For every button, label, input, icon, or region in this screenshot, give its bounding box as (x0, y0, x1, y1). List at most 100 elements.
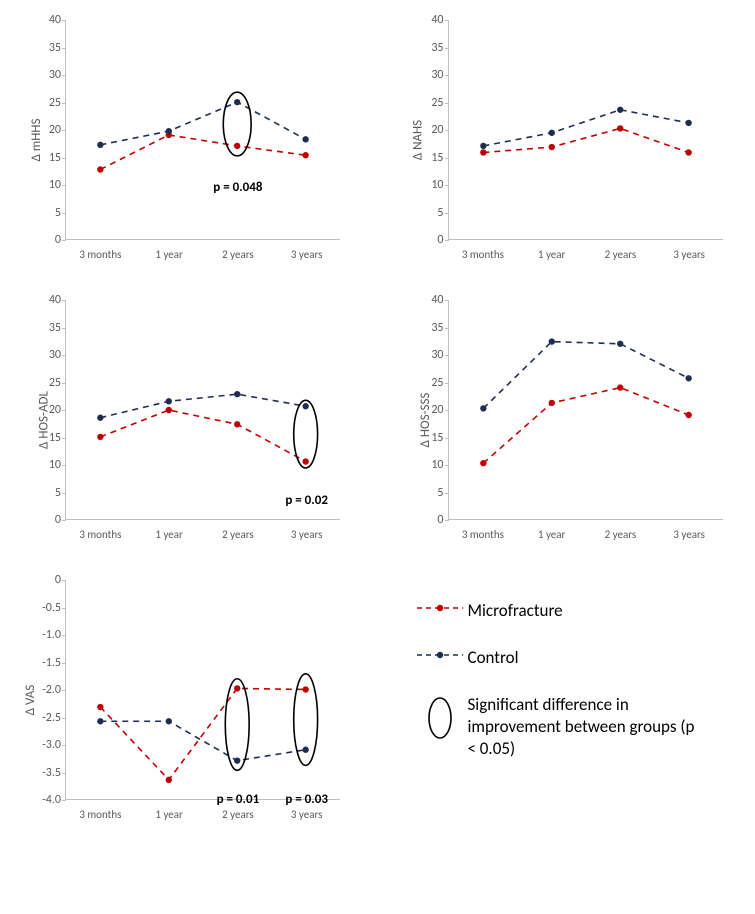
series-marker-control (234, 391, 240, 397)
x-tick-label: 3 years (673, 528, 705, 541)
y-tick-label: 40 (31, 13, 61, 27)
x-tick-label: 2 years (222, 808, 254, 821)
chart-nahs: 05101520253035403 months1 year2 years3 y… (393, 10, 746, 270)
x-tick-label: 1 year (155, 248, 182, 261)
y-tick-label: 30 (31, 68, 61, 82)
y-tick-label: 35 (414, 321, 444, 335)
y-tick-label: -0.5 (31, 601, 61, 615)
y-tick-label: 30 (414, 68, 444, 82)
x-tick-label: 3 months (79, 248, 121, 261)
series-marker-microfracture (234, 143, 240, 149)
y-tick-label: 5 (31, 486, 61, 500)
y-tick-label: 10 (414, 178, 444, 192)
y-tick-label: 40 (414, 293, 444, 307)
series-marker-control (302, 403, 308, 409)
legend-label-microfracture: Microfracture (468, 600, 563, 622)
series-marker-microfracture (548, 400, 554, 406)
y-tick-label: 5 (31, 206, 61, 220)
y-tick-label: -3.0 (31, 738, 61, 752)
series-marker-microfracture (302, 152, 308, 158)
y-tick-label: 40 (414, 13, 444, 27)
series-line-microfracture (483, 388, 688, 464)
series-marker-microfracture (685, 149, 691, 155)
y-axis-label: Δ mHHS (29, 119, 44, 162)
legend-label-control: Control (468, 647, 519, 669)
y-tick-label: -3.5 (31, 766, 61, 780)
series-marker-microfracture (97, 704, 103, 710)
y-tick-label: -4.0 (31, 793, 61, 807)
series-marker-microfracture (548, 144, 554, 150)
x-tick-label: 2 years (605, 528, 637, 541)
series-marker-microfracture (97, 434, 103, 440)
y-tick-label: 35 (414, 41, 444, 55)
series-line-control (100, 102, 305, 145)
x-tick-label: 2 years (222, 528, 254, 541)
series-marker-microfracture (166, 407, 172, 413)
p-value-annotation: p = 0.02 (285, 493, 328, 508)
series-marker-microfracture (302, 686, 308, 692)
y-tick-label: 25 (31, 376, 61, 390)
series-marker-microfracture (234, 685, 240, 691)
series-marker-control (97, 718, 103, 724)
series-marker-microfracture (480, 149, 486, 155)
series-marker-control (480, 143, 486, 149)
significance-ellipse-icon (294, 400, 318, 468)
series-marker-control (302, 136, 308, 142)
y-tick-label: 25 (414, 376, 444, 390)
y-tick-label: 35 (31, 321, 61, 335)
y-tick-label: 10 (414, 458, 444, 472)
p-value-annotation: p = 0.048 (213, 180, 262, 195)
chart-mhhs: 05101520253035403 months1 year2 years3 y… (10, 10, 363, 270)
legend: Microfracture Control Significant differ… (393, 570, 746, 830)
x-tick-label: 3 months (79, 808, 121, 821)
y-tick-label: 30 (414, 348, 444, 362)
y-tick-label: 0 (414, 233, 444, 247)
x-tick-label: 3 months (79, 528, 121, 541)
legend-control: Control (413, 647, 746, 669)
series-marker-microfracture (480, 460, 486, 466)
series-marker-microfracture (617, 125, 623, 131)
legend-swatch-control (413, 647, 468, 661)
series-line-control (483, 110, 688, 146)
p-value-annotation: p = 0.03 (285, 792, 328, 807)
chart-vas: -4.0-3.5-3.0-2.5-2.0-1.5-1.0-0.503 month… (10, 570, 363, 830)
series-marker-control (548, 338, 554, 344)
x-tick-label: 3 years (291, 528, 323, 541)
series-line-control (483, 342, 688, 409)
series-marker-control (685, 375, 691, 381)
series-line-control (100, 394, 305, 418)
y-tick-label: -1.0 (31, 628, 61, 642)
y-tick-label: 0 (31, 513, 61, 527)
chart-grid: 05101520253035403 months1 year2 years3 y… (10, 10, 745, 830)
series-marker-microfracture (97, 166, 103, 172)
x-tick-label: 3 months (462, 528, 504, 541)
y-tick-label: 5 (414, 486, 444, 500)
series-marker-control (617, 107, 623, 113)
y-tick-label: 25 (31, 96, 61, 110)
series-marker-control (166, 718, 172, 724)
legend-swatch-ellipse-icon (413, 694, 468, 740)
y-tick-label: -1.5 (31, 656, 61, 670)
series-line-microfracture (100, 135, 305, 169)
y-tick-label: 0 (31, 573, 61, 587)
y-tick-label: 35 (31, 41, 61, 55)
x-tick-label: 2 years (605, 248, 637, 261)
series-marker-control (685, 120, 691, 126)
series-marker-microfracture (234, 421, 240, 427)
y-tick-label: 10 (31, 458, 61, 472)
series-line-control (100, 721, 305, 760)
y-tick-label: 5 (414, 206, 444, 220)
y-tick-label: 0 (31, 233, 61, 247)
series-marker-control (97, 415, 103, 421)
chart-hosadl: 05101520253035403 months1 year2 years3 y… (10, 290, 363, 550)
series-marker-microfracture (685, 412, 691, 418)
series-line-microfracture (100, 688, 305, 779)
series-marker-control (480, 405, 486, 411)
y-tick-label: 0 (414, 513, 444, 527)
legend-significance: Significant difference in improvement be… (413, 694, 746, 760)
y-axis-label: Δ HOS-SSS (417, 393, 432, 448)
y-tick-label: 40 (31, 293, 61, 307)
p-value-annotation: p = 0.01 (217, 792, 260, 807)
series-marker-microfracture (302, 458, 308, 464)
x-tick-label: 2 years (222, 248, 254, 261)
